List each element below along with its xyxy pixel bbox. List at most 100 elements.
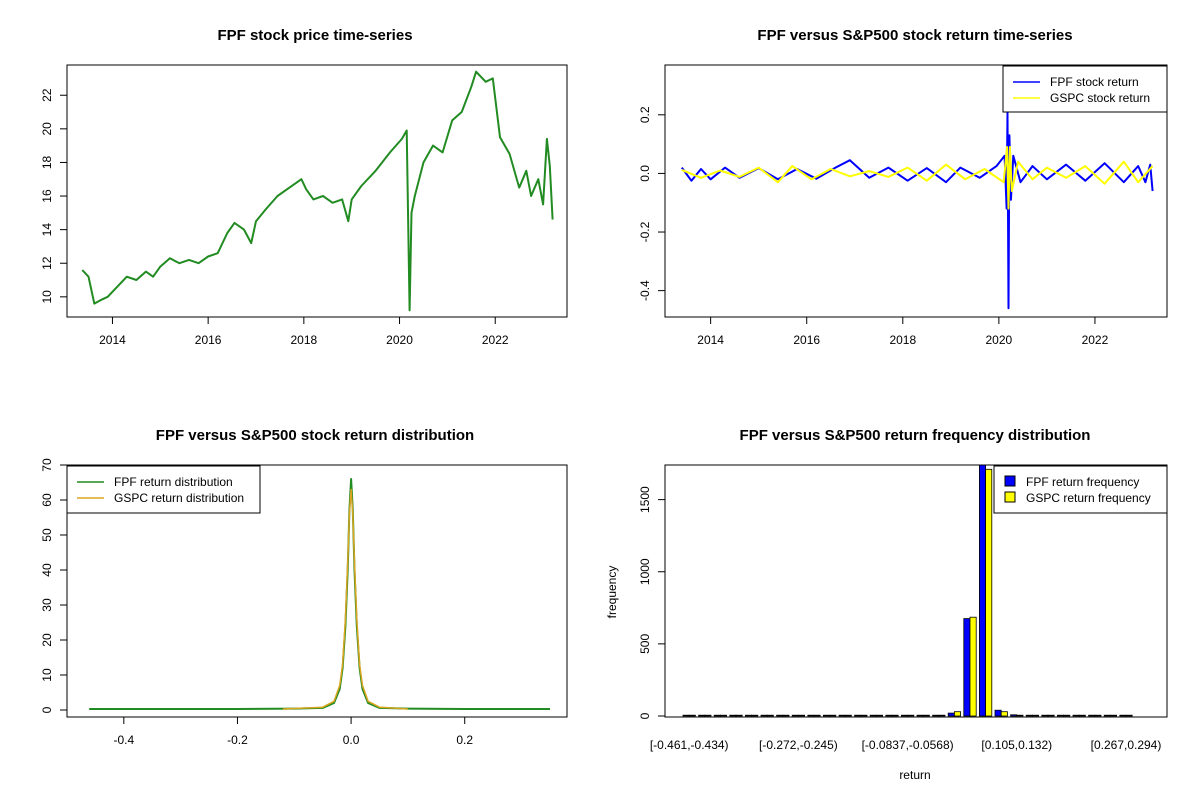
p1-y-tick-label: 14: [40, 223, 54, 237]
p1-x-tick-label: 2014: [99, 333, 126, 347]
fpf-frequency-bar: [1041, 714, 1049, 717]
fpf-frequency-bar: [979, 464, 987, 717]
p3-x-tick-label: -0.4: [113, 733, 134, 747]
fpf-frequency-bar: [932, 714, 940, 717]
p2-y-tick-label: 0.0: [638, 165, 652, 182]
panel2-legend-box: [1002, 65, 1168, 113]
p3-y-tick-label: 30: [40, 598, 54, 612]
panel1-plot-area: [81, 70, 554, 312]
p2-x-tick-label: 2018: [889, 333, 916, 347]
panel4-title: FPF versus S&P500 return frequency distr…: [740, 427, 1091, 444]
legend-label-fpf-distribution: FPF return distribution: [114, 475, 233, 489]
p4-x-category-label: [-0.461,-0.434): [650, 738, 729, 752]
p2-y-tick-label: 0.2: [638, 106, 652, 123]
gspc-frequency-bar: [1094, 714, 1102, 717]
fpf-frequency-bar: [963, 618, 971, 717]
panel4-legend: FPF return frequency GSPC return frequen…: [993, 465, 1168, 514]
fpf-frequency-bar: [1088, 714, 1096, 717]
gspc-frequency-bar: [985, 468, 993, 717]
p2-x-tick-label: 2016: [793, 333, 820, 347]
gspc-frequency-bar: [704, 714, 712, 717]
legend-label-gspc-return: GSPC stock return: [1050, 91, 1150, 105]
p3-y-tick-label: 20: [40, 633, 54, 647]
p3-y-tick-label: 50: [40, 528, 54, 542]
fpf-frequency-bar: [838, 714, 846, 717]
gspc-frequency-bar: [751, 714, 759, 717]
fpf-frequency-bar: [745, 714, 753, 717]
panel3-legend-box: [66, 465, 261, 514]
p3-x-tick-label: 0.0: [343, 733, 360, 747]
gspc-frequency-bar: [1032, 714, 1040, 717]
gspc-frequency-bar: [891, 714, 899, 717]
p4-x-category-label: [-0.0837,-0.0568): [862, 738, 954, 752]
fpf-frequency-bar: [807, 714, 815, 717]
gspc-frequency-bar: [813, 714, 821, 717]
panel4-axes: 0 500 1000 1500 [-0.461,-0.434) [-0.272,-0.24…: [638, 486, 1161, 752]
p3-x-tick-label: -0.2: [227, 733, 248, 747]
p4-x-category-label: [0.105,0.132): [981, 738, 1052, 752]
legend-label-fpf-return: FPF stock return: [1050, 75, 1139, 89]
p1-x-tick-label: 2020: [386, 333, 413, 347]
p3-y-tick-label: 60: [40, 493, 54, 507]
panel2-plot-area: [680, 110, 1154, 310]
panel4-plot-area: [682, 464, 1133, 717]
fpf-frequency-bar: [1103, 714, 1111, 717]
gspc-frequency-bar: [922, 714, 930, 717]
fpf-return-line: [680, 110, 1154, 310]
p1-y-tick-label: 16: [40, 189, 54, 203]
p1-x-tick-label: 2022: [482, 333, 509, 347]
fpf-frequency-bar: [1025, 714, 1033, 717]
p3-y-tick-label: 40: [40, 563, 54, 577]
p4-x-category-label: [0.267,0.294): [1091, 738, 1162, 752]
panel-return-timeseries: FPF versus S&P500 stock return time-seri…: [638, 27, 1168, 347]
panel3-plot-area: [89, 478, 550, 710]
fpf-frequency-bar: [994, 709, 1002, 717]
p1-y-tick-label: 10: [40, 290, 54, 304]
panel-price-timeseries: FPF stock price time-series 2014 2016 2018…: [40, 27, 568, 347]
p2-x-tick-label: 2014: [697, 333, 724, 347]
p4-y-tick-label: 1500: [638, 486, 652, 513]
gspc-frequency-bar: [860, 714, 868, 717]
p2-y-tick-label: -0.4: [638, 280, 652, 301]
gspc-frequency-bar: [938, 714, 946, 717]
panel-return-distribution: FPF versus S&P500 stock return distribut…: [40, 427, 568, 747]
p1-y-tick-label: 12: [40, 256, 54, 270]
gspc-frequency-bar: [782, 714, 790, 717]
fpf-frequency-bar: [791, 714, 799, 717]
fpf-density-line: [89, 478, 550, 710]
panel4-y-axis-label: frequency: [605, 566, 619, 619]
fpf-frequency-bar: [869, 714, 877, 717]
gspc-frequency-bar: [735, 714, 743, 717]
fpf-frequency-bar: [1119, 714, 1127, 717]
panel1-frame: [66, 64, 568, 318]
p2-x-tick-label: 2020: [986, 333, 1013, 347]
gspc-frequency-bar: [1016, 714, 1024, 717]
fpf-frequency-bar: [713, 714, 721, 717]
p1-y-tick-label: 20: [40, 122, 54, 136]
gspc-frequency-bar: [876, 714, 884, 717]
fpf-frequency-bar: [916, 714, 924, 717]
gspc-frequency-bar: [844, 714, 852, 717]
gspc-frequency-bar: [1110, 714, 1118, 717]
p4-x-category-label: [-0.272,-0.245): [759, 738, 838, 752]
fpf-frequency-bar: [885, 714, 893, 717]
gspc-frequency-bar: [969, 616, 977, 717]
p3-x-tick-label: 0.2: [456, 733, 473, 747]
gspc-frequency-bar: [1078, 714, 1086, 717]
fpf-frequency-bar: [760, 714, 768, 717]
panel-return-frequency: FPF versus S&P500 return frequency distr…: [605, 427, 1168, 782]
fpf-frequency-bar: [1072, 714, 1080, 717]
fpf-frequency-bar: [776, 714, 784, 717]
p1-x-tick-label: 2018: [290, 333, 317, 347]
fpf-frequency-bar: [823, 714, 831, 717]
panel2-axes: 2014 2016 2018 2020 2022 -0.4 -0.2 0.0 0.2: [638, 106, 1109, 347]
panel4-x-axis-label: return: [899, 768, 930, 782]
p1-y-tick-label: 18: [40, 155, 54, 169]
p4-y-tick-label: 1000: [638, 558, 652, 585]
gspc-frequency-bar: [1000, 711, 1008, 717]
gspc-frequency-bar: [766, 714, 774, 717]
gspc-frequency-bar: [688, 714, 696, 717]
gspc-frequency-bar: [1063, 714, 1071, 717]
gspc-frequency-bar: [1125, 714, 1133, 717]
